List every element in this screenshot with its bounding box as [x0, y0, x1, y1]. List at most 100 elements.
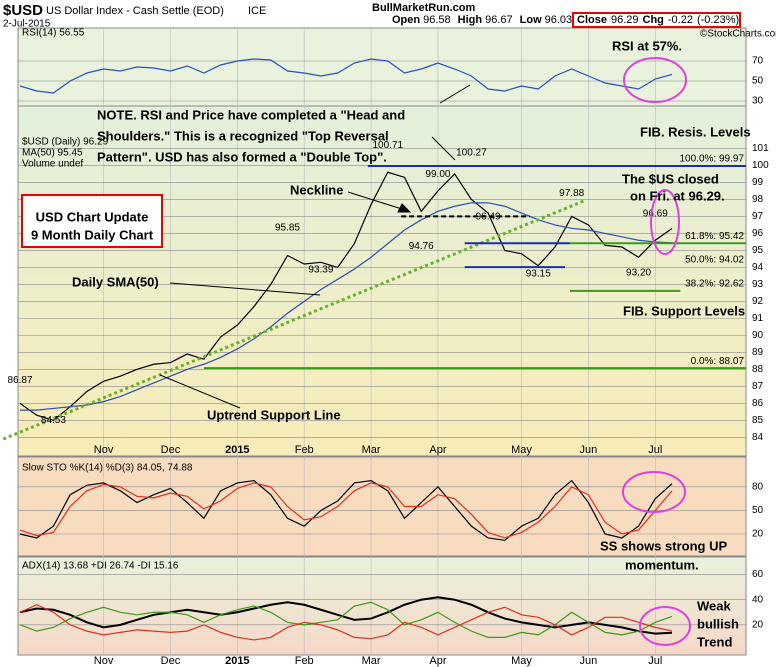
- x-tick-label: Jun: [580, 444, 598, 456]
- series-line: [19, 171, 673, 421]
- price-label: 93.39: [308, 264, 333, 275]
- price-legend: $USD (Daily) 96.29: [22, 137, 109, 148]
- quote-label: Open: [392, 14, 420, 26]
- quote-close: -0.22: [668, 14, 693, 26]
- arrow: [347, 191, 406, 211]
- pointer: [159, 374, 241, 409]
- x-tick-label: Nov: [94, 655, 114, 667]
- price-label: 94.76: [409, 241, 434, 252]
- rsi-note: RSI at 57%.: [612, 38, 682, 53]
- y-tick-label: 85: [752, 415, 764, 426]
- price-label: 95.85: [275, 223, 300, 234]
- note-line: Shoulders." This is a recognized "Top Re…: [97, 128, 389, 143]
- quote-close: Chg: [643, 14, 664, 26]
- neckline-note: Neckline: [290, 182, 343, 197]
- y-tick-label: 30: [752, 96, 764, 107]
- y-tick-label: 60: [752, 569, 764, 580]
- price-panel: [17, 105, 747, 457]
- x-tick-label: May: [511, 444, 532, 456]
- uptrend-note: Uptrend Support Line: [207, 407, 341, 422]
- arrow: [431, 136, 456, 161]
- quote-value: 96.58: [423, 14, 451, 26]
- x-tick-label: Apr: [429, 655, 446, 667]
- price-legend: Volume undef: [22, 159, 83, 170]
- y-tick-label: 94: [752, 262, 764, 273]
- date: 2-Jul-2015: [3, 19, 51, 30]
- fib-label: 38.2%: 92.62: [685, 278, 744, 289]
- adx-note: bullish: [697, 616, 739, 631]
- y-tick-label: 99: [752, 177, 764, 188]
- closed-note: on Fri. at 96.29.: [630, 188, 725, 203]
- symbol: $USD: [3, 2, 43, 19]
- update-box: [21, 194, 163, 248]
- credit: ©StockCharts.com: [700, 29, 776, 40]
- y-tick-label: 40: [752, 594, 764, 605]
- price-label: 100.27: [456, 148, 487, 159]
- x-tick-label: Apr: [429, 444, 446, 456]
- update-subtitle: 9 Month Daily Chart: [31, 227, 154, 242]
- x-tick-label: 2015: [225, 655, 249, 667]
- y-tick-label: 97: [752, 211, 764, 222]
- price-label: 93.15: [526, 268, 551, 279]
- x-tick-label: Dec: [161, 655, 181, 667]
- index-name: US Dollar Index - Cash Settle (EOD): [46, 5, 224, 17]
- y-tick-label: 92: [752, 296, 764, 307]
- y-tick-label: 50: [752, 76, 764, 87]
- quote-label: Low: [520, 14, 542, 26]
- quote-close: Close: [577, 14, 607, 26]
- quote-close: (-0.23%): [697, 14, 739, 26]
- price-label: 97.88: [559, 188, 584, 199]
- y-tick-label: 101: [752, 143, 769, 154]
- adx-legend: ADX(14) 13.68 +DI 26.74 -DI 15.16: [22, 561, 179, 572]
- arrowhead: [397, 203, 412, 213]
- y-tick-label: 95: [752, 245, 764, 256]
- x-tick-label: Jul: [648, 444, 662, 456]
- series-line: [20, 202, 673, 411]
- y-tick-label: 96: [752, 228, 764, 239]
- y-tick-label: 89: [752, 347, 764, 358]
- quote-close: 96.29: [611, 14, 639, 26]
- x-tick-label: Mar: [362, 655, 381, 667]
- quote-value: 96.67: [485, 14, 513, 26]
- quote: Open 96.58 High 96.67 Low 96.03 Close 96.29 Chg -…: [392, 14, 739, 26]
- x-tick-label: Jun: [580, 655, 598, 667]
- fib-label: 100.0%: 99.97: [680, 154, 745, 165]
- closed-note: The $US closed: [622, 171, 719, 186]
- sto-legend: Slow STO %K(14) %D(3) 84.05, 74.88: [22, 463, 193, 474]
- fib-support-note: FIB. Support Levels: [623, 303, 745, 318]
- fib-resistance-note: FIB. Resis. Levels: [640, 124, 751, 139]
- sma-note: Daily SMA(50): [72, 274, 159, 289]
- pointer: [169, 282, 321, 296]
- x-tick-label: Mar: [362, 444, 381, 456]
- sto-note: momentum.: [625, 557, 699, 572]
- sto-note: SS shows strong UP: [600, 538, 727, 553]
- x-tick-label: May: [511, 655, 532, 667]
- price-label: 84.53: [41, 415, 66, 426]
- fib-label: 61.8%: 95.42: [685, 231, 744, 242]
- note-line: NOTE. RSI and Price have completed a "He…: [97, 107, 405, 122]
- series-line: [19, 58, 673, 94]
- quote-value: 96.03: [545, 14, 573, 26]
- update-title: USD Chart Update: [36, 209, 149, 224]
- notes: NOTE. RSI and Price have completed a "He…: [31, 38, 751, 649]
- y-tick-label: 20: [752, 619, 764, 630]
- y-tick-label: 91: [752, 313, 764, 324]
- adx-panel: [17, 556, 747, 656]
- highlight: [639, 606, 691, 646]
- y-tick-label: 86: [752, 398, 764, 409]
- fib-label: 50.0%: 94.02: [685, 255, 744, 266]
- y-tick-label: 20: [752, 529, 764, 540]
- highlight: [622, 471, 686, 513]
- price-label: 99.00: [425, 169, 450, 180]
- arrow: [439, 84, 471, 104]
- y-tick-label: 93: [752, 279, 764, 290]
- x-tick-label: 2015: [225, 444, 249, 456]
- price-legend: MA(50) 95.45: [22, 148, 83, 159]
- note-line: Pattern". USD has also formed a "Double …: [97, 149, 387, 164]
- x-tick-label: Feb: [295, 655, 314, 667]
- series-line: [19, 601, 673, 639]
- annotations: [21, 57, 691, 646]
- series-line: [19, 479, 673, 541]
- fib-label: 0.0%: 88.07: [691, 356, 745, 367]
- quote-label: High: [458, 14, 483, 26]
